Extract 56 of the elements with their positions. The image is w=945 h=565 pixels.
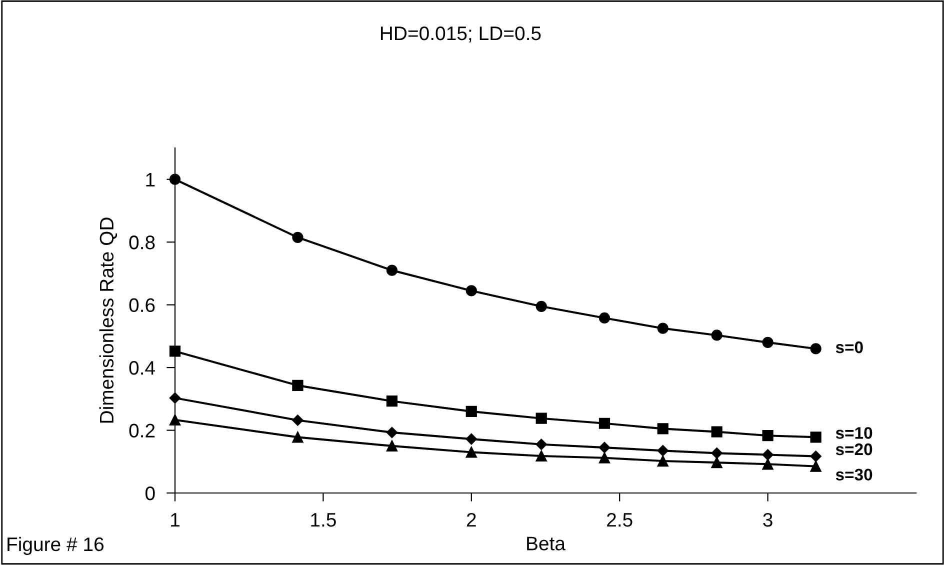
y-tick-label: 0.4: [129, 361, 155, 375]
series-label: s=20: [836, 443, 872, 456]
x-tick-label: 3: [763, 512, 772, 527]
point: [762, 449, 774, 460]
x-tick-label: 2.5: [607, 512, 632, 527]
point: [386, 440, 398, 452]
y-tick-label: 0.8: [129, 236, 155, 250]
point: [386, 264, 398, 276]
point: [810, 343, 822, 354]
point: [292, 414, 304, 426]
point: [292, 432, 304, 443]
point: [657, 322, 668, 334]
point: [762, 430, 774, 442]
point: [598, 312, 610, 324]
point: [536, 300, 547, 312]
point: [536, 438, 547, 450]
y-tick-label: 0: [146, 486, 155, 500]
point: [466, 406, 477, 418]
point: [466, 433, 478, 445]
point: [598, 452, 610, 464]
point: [598, 442, 610, 454]
y-axis-title: Dimensionless Rate QD: [99, 218, 118, 423]
text: Figure # 16: [8, 536, 104, 555]
point: [711, 448, 722, 459]
x-tick-label: 1.5: [311, 513, 336, 527]
point: [810, 460, 822, 472]
series-label: s=30: [836, 468, 872, 481]
point: [810, 450, 822, 462]
x-axis-title: Beta: [527, 536, 566, 550]
point: [386, 426, 398, 438]
point: [598, 418, 610, 429]
x-tick-label: 2: [466, 512, 476, 527]
point: [536, 412, 547, 424]
series-label: s=0: [836, 341, 863, 354]
y-tick-label: 1: [146, 173, 155, 186]
point: [466, 285, 477, 296]
point: [536, 450, 547, 462]
chart-title: HD=0.015; LD=0.5: [380, 26, 541, 43]
point: [711, 426, 722, 438]
point: [810, 432, 822, 443]
point: [169, 346, 181, 357]
point: [711, 330, 722, 341]
point: [466, 446, 477, 458]
point: [657, 423, 668, 434]
y-tick-label: 0.2: [129, 424, 155, 438]
x-tick-label: 1: [171, 513, 180, 527]
y-tick-label: 0.6: [129, 298, 155, 312]
point: [762, 458, 774, 470]
point: [711, 457, 722, 468]
point: [386, 396, 398, 407]
point: [762, 336, 774, 348]
point: [292, 232, 304, 243]
series-label: s=10: [836, 427, 872, 439]
point: [657, 445, 668, 456]
point: [292, 380, 304, 391]
point: [657, 455, 668, 467]
